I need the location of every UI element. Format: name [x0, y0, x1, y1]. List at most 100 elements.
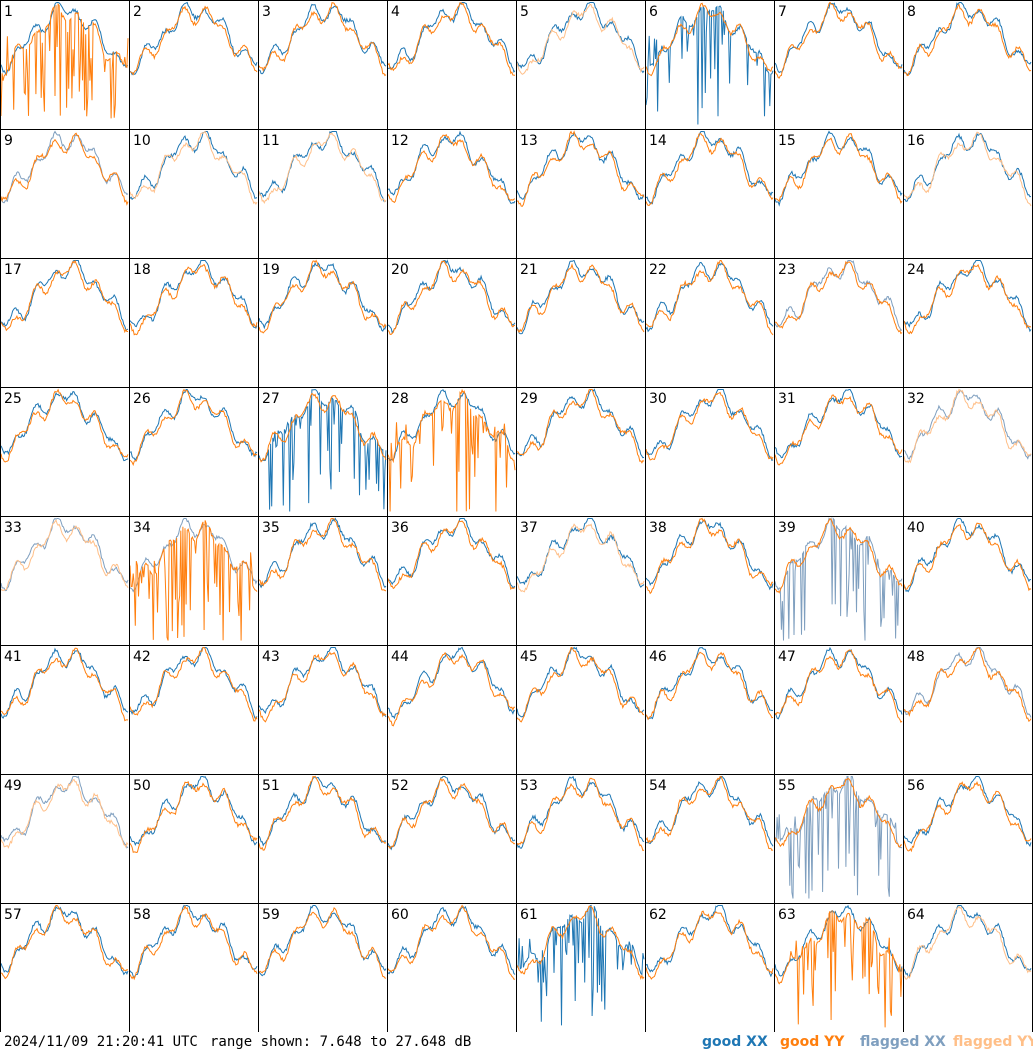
panel-label: 62 [649, 907, 667, 923]
panel-label: 56 [907, 778, 925, 794]
panel-15: 15 [774, 129, 904, 259]
yy-trace [387, 651, 515, 727]
panel-60: 60 [387, 903, 517, 1032]
panel-label: 37 [520, 520, 538, 536]
xx-trace [774, 904, 903, 977]
legend-good-xx: good XX [702, 1034, 768, 1050]
panel-border [129, 0, 259, 130]
panel-label: 58 [133, 907, 151, 923]
panel-10: 10 [129, 129, 259, 259]
panel-label: 39 [778, 520, 796, 536]
yy-trace [903, 131, 1032, 207]
xx-trace [903, 132, 1032, 202]
panel-label: 10 [133, 133, 151, 149]
panel-52: 52 [387, 774, 517, 904]
yy-trace [516, 646, 645, 723]
timestamp: 2024/11/09 21:20:41 UTC [4, 1034, 198, 1050]
xx-trace [645, 4, 774, 125]
panel-64: 64 [903, 903, 1033, 1032]
yy-trace [258, 775, 387, 851]
panel-4: 4 [387, 0, 517, 130]
panel-label: 36 [391, 520, 409, 536]
panel-50: 50 [129, 774, 259, 904]
panel-36: 36 [387, 516, 517, 646]
panel-42: 42 [129, 645, 259, 775]
legend-flagged-xx: flagged XX [860, 1034, 946, 1050]
yy-trace [645, 260, 774, 336]
xx-trace [903, 260, 1032, 333]
panel-label: 24 [907, 262, 925, 278]
xx-trace [516, 904, 645, 1026]
yy-trace [903, 3, 1032, 77]
panel-59: 59 [258, 903, 388, 1032]
panel-2: 2 [129, 0, 259, 130]
panel-48: 48 [903, 645, 1033, 775]
panel-label: 1 [4, 4, 13, 20]
xx-trace [129, 1, 258, 76]
panel-label: 31 [778, 391, 796, 407]
panel-56: 56 [903, 774, 1033, 904]
panel-7: 7 [774, 0, 904, 130]
panel-label: 34 [133, 520, 151, 536]
panel-label: 18 [133, 262, 151, 278]
yy-trace [258, 392, 387, 463]
panel-label: 4 [391, 4, 400, 20]
panel-label: 16 [907, 133, 925, 149]
panel-5: 5 [516, 0, 646, 130]
panel-37: 37 [516, 516, 646, 646]
xx-trace [903, 2, 1032, 77]
panel-47: 47 [774, 645, 904, 775]
panel-label: 40 [907, 520, 925, 536]
panel-label: 51 [262, 778, 280, 794]
yy-trace [387, 260, 516, 335]
xx-trace [387, 776, 516, 851]
panel-18: 18 [129, 258, 259, 388]
xx-trace [774, 2, 903, 74]
yy-trace [903, 522, 1032, 592]
panel-21: 21 [516, 258, 646, 388]
panel-label: 7 [778, 4, 787, 20]
yy-trace [0, 778, 129, 849]
yy-trace [0, 2, 129, 119]
yy-trace [645, 517, 773, 595]
xx-trace [516, 131, 645, 201]
panel-44: 44 [387, 645, 517, 775]
xx-trace [387, 905, 516, 975]
panel-label: 11 [262, 133, 280, 149]
panel-label: 5 [520, 4, 529, 20]
xx-trace [258, 775, 387, 847]
panel-61: 61 [516, 903, 646, 1032]
yy-trace [387, 777, 516, 850]
panel-23: 23 [774, 258, 904, 388]
panel-22: 22 [645, 258, 775, 388]
yy-trace [387, 520, 516, 591]
yy-trace [516, 523, 645, 593]
panel-12: 12 [387, 129, 517, 259]
xx-trace [646, 776, 774, 847]
panel-17: 17 [0, 258, 130, 388]
xx-trace [774, 130, 903, 207]
panel-25: 25 [0, 387, 130, 517]
xx-trace [0, 260, 129, 331]
yy-trace [645, 910, 774, 980]
panel-label: 42 [133, 649, 151, 665]
xx-trace [903, 647, 1032, 718]
yy-trace [774, 1, 903, 79]
yy-trace [258, 2, 387, 77]
panel-label: 2 [133, 4, 142, 20]
panel-label: 6 [649, 4, 658, 20]
yy-trace [903, 905, 1032, 981]
yy-trace [774, 777, 902, 848]
xx-trace [0, 391, 129, 462]
yy-trace [903, 263, 1032, 335]
xx-trace [129, 518, 258, 593]
xx-trace [774, 776, 903, 899]
panel-9: 9 [0, 129, 130, 259]
panel-label: 55 [778, 778, 796, 794]
yy-trace [0, 388, 129, 463]
panel-label: 47 [778, 649, 796, 665]
xx-trace [0, 130, 129, 204]
panel-46: 46 [645, 645, 775, 775]
panel-53: 53 [516, 774, 646, 904]
yy-trace [645, 651, 774, 721]
